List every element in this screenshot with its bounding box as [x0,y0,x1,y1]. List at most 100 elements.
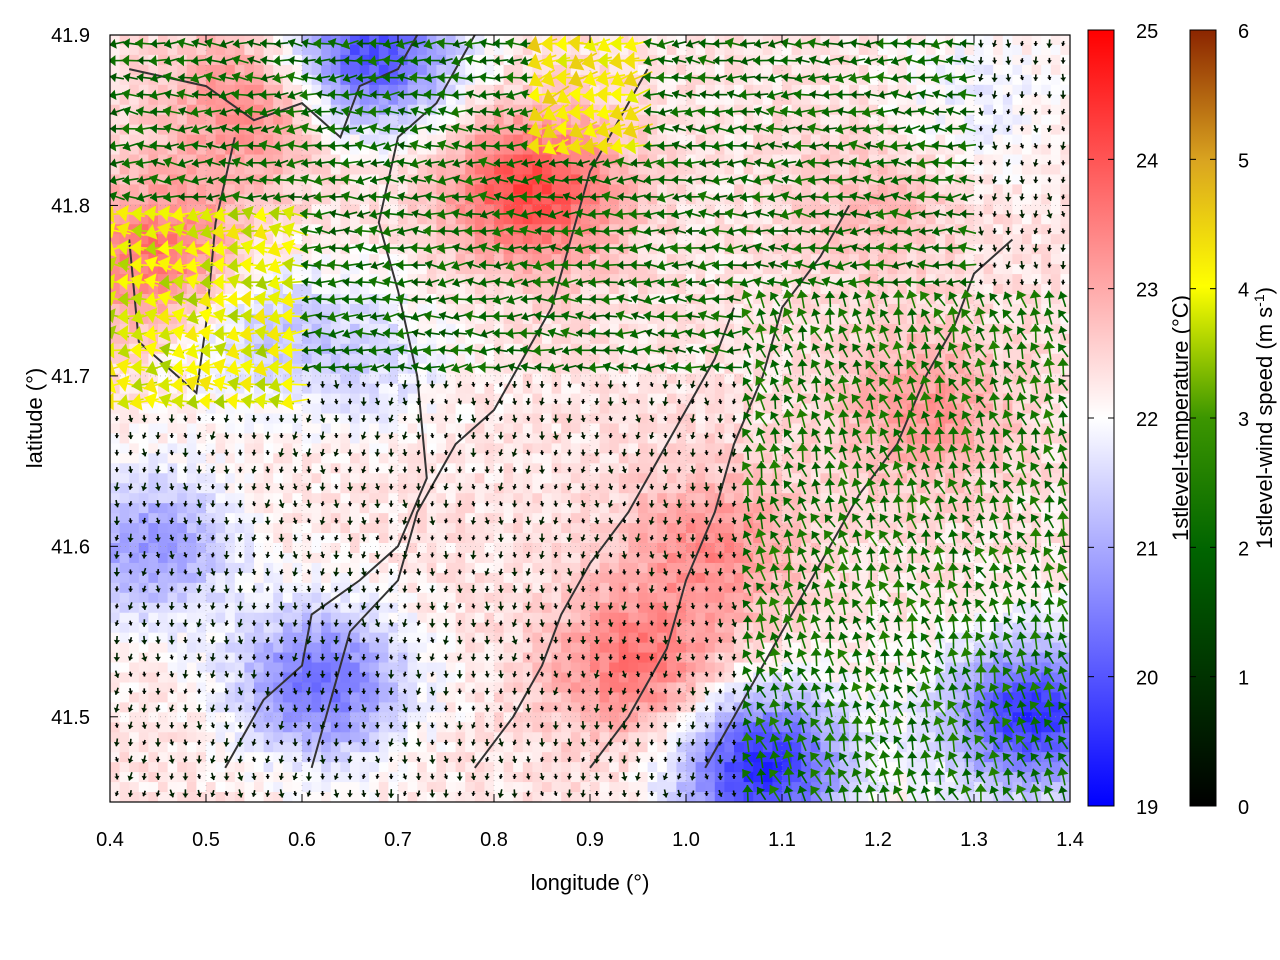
heatmap-cell [110,284,121,295]
heatmap-cell [791,483,802,494]
heatmap-cell [734,313,745,325]
heatmap-cell [570,503,581,514]
heatmap-cell [974,284,985,295]
heatmap-cell [177,523,188,534]
heatmap-cell [1041,453,1052,464]
heatmap-cell [570,423,581,435]
heatmap-cell [849,264,860,275]
heatmap-cell [676,104,687,116]
heatmap-cell [551,393,562,405]
heatmap-cell [791,333,802,345]
heatmap-cell [647,154,658,166]
heatmap-cell [503,353,514,365]
heatmap-cell [542,403,553,415]
heatmap-cell [974,114,985,126]
heatmap-cell [906,194,917,205]
heatmap-cell [983,234,994,245]
heatmap-cell [714,393,725,405]
heatmap-cell [935,84,946,96]
heatmap-cell [1060,44,1070,56]
heatmap-cell [839,44,850,56]
heatmap-cell [849,164,860,176]
heatmap-cell [858,44,869,56]
heatmap-cell [321,393,332,405]
heatmap-cell [705,184,716,195]
heatmap-cell [426,443,437,454]
heatmap-cell [628,234,639,245]
heatmap-cell [782,383,793,395]
heatmap-cell [878,144,889,156]
heatmap-cell [273,443,284,454]
heatmap-cell [858,204,869,215]
heatmap-cell [378,174,389,186]
heatmap-cell [839,473,850,484]
heatmap-cell [138,523,149,534]
heatmap-cell [868,114,879,126]
heatmap-cell [369,64,380,76]
heatmap-cell [407,254,418,265]
heatmap-cell [513,293,524,305]
heatmap-cell [110,463,121,474]
heatmap-cell [215,94,226,106]
heatmap-cell [1031,293,1042,305]
heatmap-cell [945,204,956,215]
heatmap-cell [244,94,255,106]
heatmap-cell [964,343,975,355]
heatmap-cell [426,254,437,265]
heatmap-cell [695,393,706,405]
heatmap-cell [465,84,476,96]
heatmap-cell [887,154,898,166]
heatmap-cell [887,523,898,534]
heatmap-cell [292,423,303,435]
heatmap-cell [1050,303,1061,315]
heatmap-cell [599,174,610,186]
heatmap-cell [407,144,418,156]
heatmap-cell [417,244,428,255]
heatmap-cell [916,274,927,285]
heatmap-cell [378,323,389,335]
heatmap-cell [868,433,879,444]
heatmap-cell [878,264,889,275]
heatmap-cell [753,403,764,415]
heatmap-cell [830,523,841,534]
heatmap-cell [522,523,533,534]
heatmap-cell [158,493,169,504]
heatmap-cell [647,383,658,395]
heatmap-cell [916,303,927,315]
heatmap-cell [686,463,697,474]
heatmap-cell [110,333,121,345]
heatmap-cell [321,184,332,195]
heatmap-cell [1060,303,1070,315]
heatmap-cell [983,184,994,195]
heatmap-cell [791,423,802,435]
heatmap-cell [714,343,725,355]
heatmap-cell [734,353,745,365]
heatmap-cell [1012,174,1023,186]
heatmap-cell [378,363,389,375]
heatmap-cell [311,144,322,156]
heatmap-cell [484,64,495,76]
heatmap-cell [935,244,946,255]
heatmap-cell [542,44,553,56]
heatmap-cell [282,214,293,225]
heatmap-cell [292,274,303,285]
heatmap-cell [369,284,380,295]
heatmap-cell [378,154,389,166]
heatmap-cell [369,154,380,166]
heatmap-cell [830,373,841,385]
heatmap-cell [292,373,303,385]
heatmap-cell [676,423,687,435]
heatmap-cell [561,483,572,494]
heatmap-cell [311,313,322,325]
heatmap-cell [714,224,725,235]
heatmap-cell [196,413,207,425]
heatmap-cell [196,194,207,205]
heatmap-cell [321,244,332,255]
heatmap-cell [263,383,274,395]
heatmap-cell [129,423,140,435]
heatmap-cell [734,403,745,415]
heatmap-cell [455,363,466,375]
heatmap-cell [945,353,956,365]
heatmap-cell [513,224,524,235]
heatmap-cell [350,74,361,86]
